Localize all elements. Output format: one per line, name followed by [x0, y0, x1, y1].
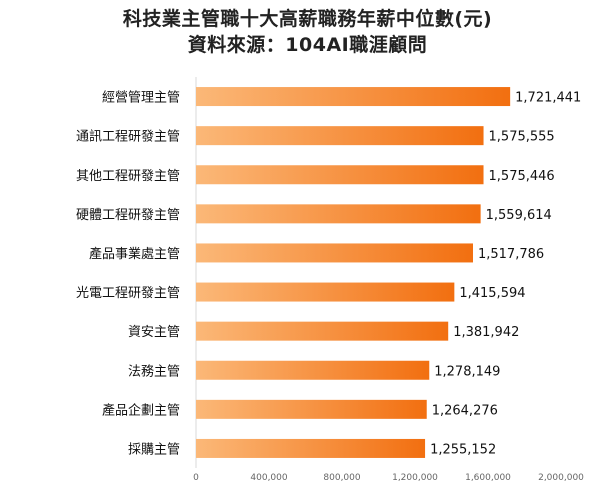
category-label: 產品事業處主管: [89, 246, 180, 262]
category-label: 採購主管: [128, 442, 180, 457]
x-tick-label: 0: [193, 473, 199, 483]
x-tick-label: 1,600,000: [465, 473, 511, 483]
category-label: 其他工程研發主管: [76, 169, 180, 184]
bar: [196, 321, 449, 341]
chart-titles: 科技業主管職十大高薪職務年薪中位數(元) 資料來源：104AI職涯顧問: [0, 6, 615, 58]
data-label: 1,575,555: [489, 130, 555, 145]
category-label: 光電工程研發主管: [76, 286, 180, 301]
data-label: 1,264,276: [432, 403, 498, 418]
data-label: 1,278,149: [434, 364, 500, 379]
bar: [196, 126, 484, 146]
data-label: 1,721,441: [515, 91, 581, 106]
x-tick-label: 2,000,000: [538, 473, 584, 483]
bar: [196, 204, 481, 224]
chart-title: 科技業主管職十大高薪職務年薪中位數(元): [122, 8, 493, 30]
data-label: 1,575,446: [489, 169, 555, 184]
category-label: 經營管理主管: [102, 91, 180, 106]
x-tick-label: 800,000: [323, 473, 360, 483]
x-tick-label: 400,000: [250, 473, 287, 483]
bar: [196, 360, 430, 380]
category-label: 資安主管: [128, 325, 180, 340]
bar: [196, 282, 455, 302]
category-label: 硬體工程研發主管: [76, 208, 180, 223]
data-label: 1,415,594: [459, 286, 525, 301]
bar: [196, 87, 511, 107]
data-label: 1,559,614: [486, 208, 552, 223]
bar: [196, 399, 427, 419]
data-label: 1,517,786: [478, 247, 544, 262]
data-label: 1,381,942: [453, 325, 519, 340]
bar: [196, 165, 484, 185]
data-label: 1,255,152: [430, 442, 496, 457]
chart-subtitle: 資料來源：104AI職涯顧問: [187, 34, 428, 56]
x-tick-label: 1,200,000: [392, 473, 438, 483]
category-label: 通訊工程研發主管: [76, 130, 180, 145]
bar: [196, 243, 473, 263]
bar: [196, 438, 426, 458]
category-label: 產品企劃主管: [102, 402, 180, 418]
category-label: 法務主管: [128, 364, 180, 379]
